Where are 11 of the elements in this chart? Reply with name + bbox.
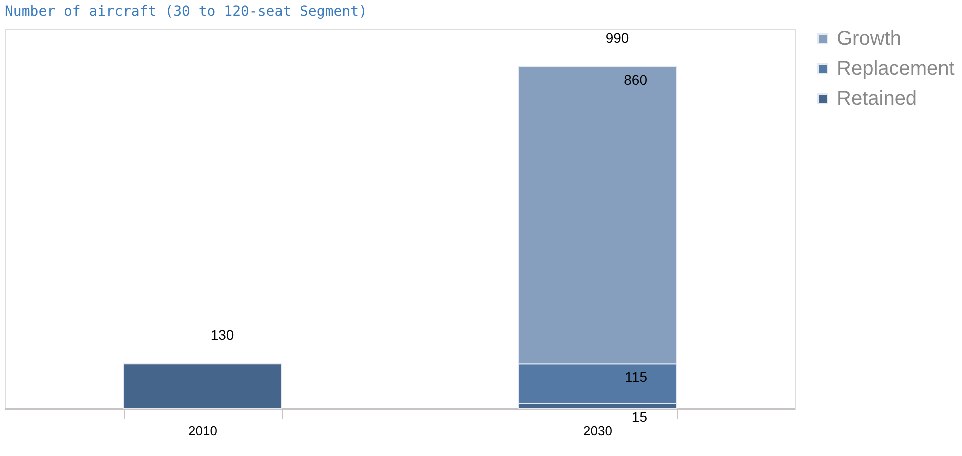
total-label: 130 [210,327,234,344]
chart-title: Number of aircraft (30 to 120-seat Segment) [5,4,368,20]
x-tick-label: 2030 [584,424,612,438]
data-label: 15 [632,408,648,425]
total-label: 990 [606,30,630,46]
data-label: 115 [625,369,648,386]
legend-label: Retained [837,88,918,110]
legend-label: Replacement [837,58,956,80]
x-tick-label: 2010 [188,424,218,438]
data-label: 860 [624,72,648,88]
legend-label: Growth [837,28,902,50]
